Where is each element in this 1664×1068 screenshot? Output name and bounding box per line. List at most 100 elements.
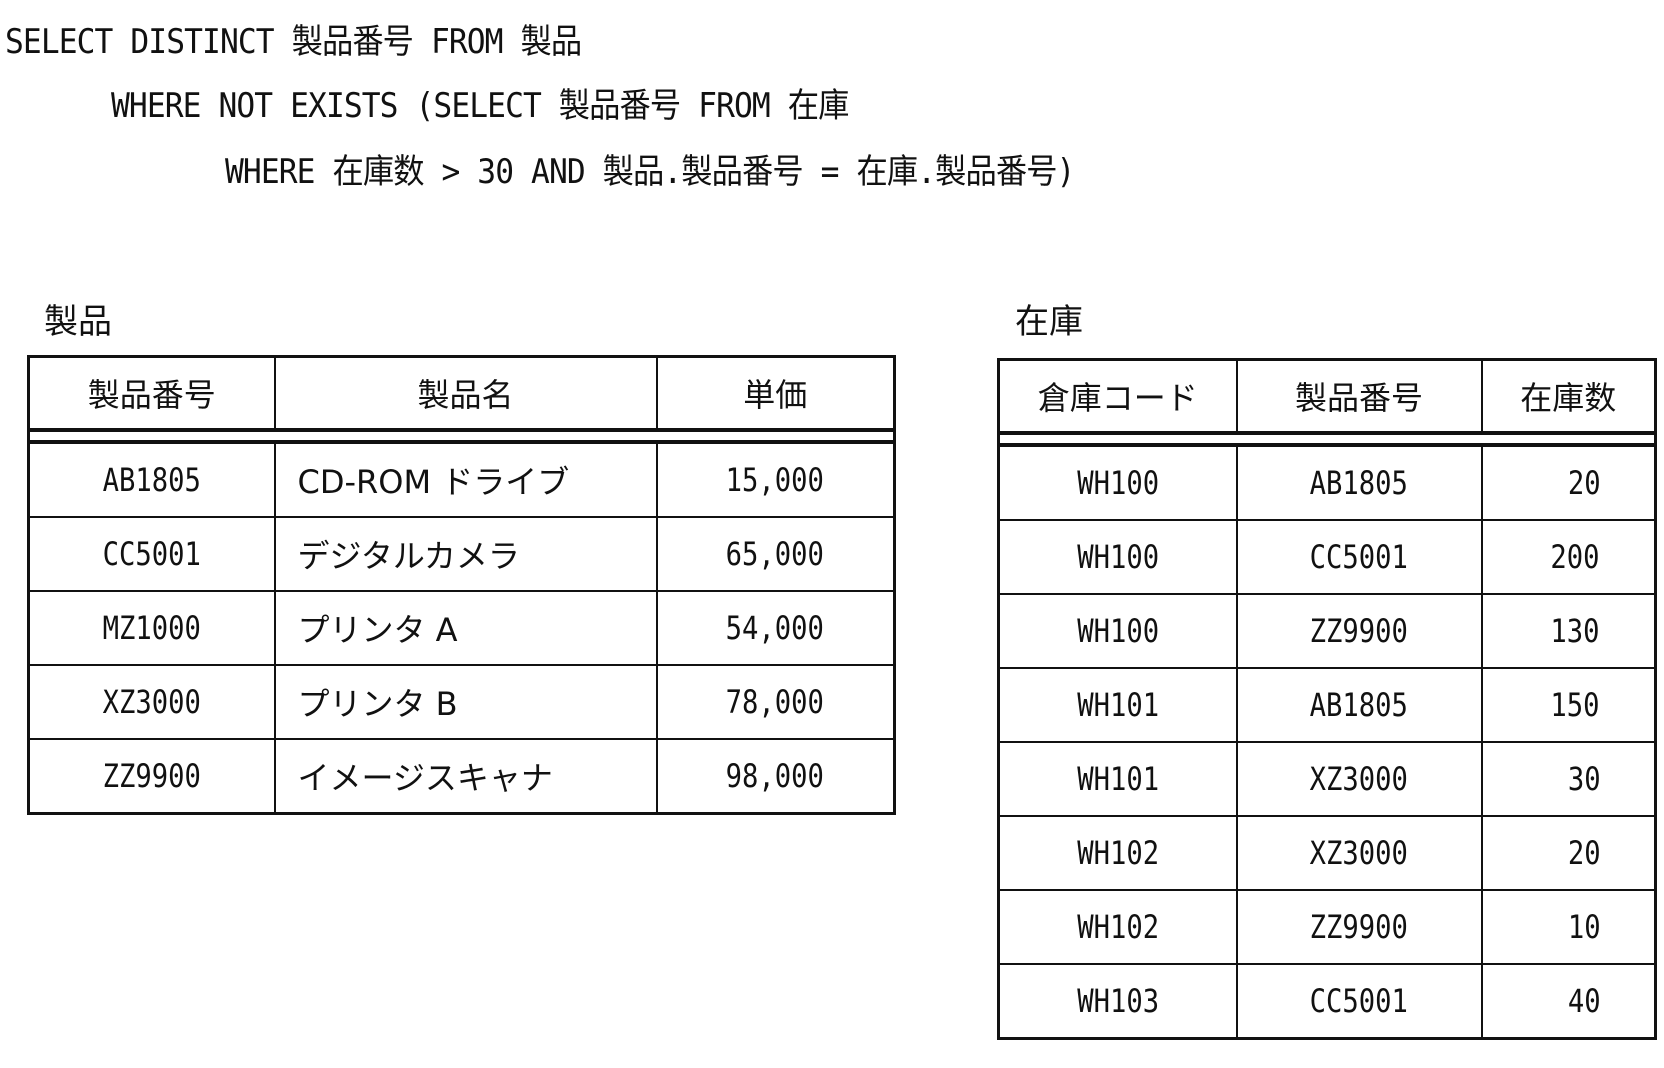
cell-text: 10 <box>1568 908 1602 946</box>
cell-text: AB1805 <box>1309 686 1409 724</box>
stock-cell: 40 <box>1480 963 1657 1040</box>
cell-text: 40 <box>1568 982 1602 1020</box>
cell-text: WH100 <box>1076 612 1159 650</box>
table-row: WH103 CC5001 40 <box>997 963 1657 1040</box>
cell-text: 30 <box>1568 760 1602 798</box>
table-row: WH101 XZ3000 30 <box>997 741 1657 817</box>
cell-text: CD-ROM ドライブ <box>297 463 570 501</box>
products-cell: XZ3000 <box>27 664 276 740</box>
cell-text: デジタルカメラ <box>297 537 520 575</box>
cell-text: 200 <box>1550 538 1600 576</box>
cell-text: WH100 <box>1076 464 1159 502</box>
cell-text: CC5001 <box>1309 538 1409 576</box>
stock-cell: 20 <box>1480 815 1657 891</box>
stock-cell: CC5001 <box>1235 519 1483 595</box>
products-header-cell: 単価 <box>655 355 896 432</box>
cell-text: 130 <box>1550 612 1600 650</box>
cell-text: CC5001 <box>1309 982 1409 1020</box>
products-header-cell: 製品名 <box>273 355 658 432</box>
table-row: WH100 ZZ9900 130 <box>997 593 1657 669</box>
stock-cell: ZZ9900 <box>1235 593 1483 669</box>
products-cell: MZ1000 <box>27 590 276 666</box>
products-cell: イメージスキャナ <box>273 738 658 815</box>
cell-text: 15,000 <box>726 461 825 499</box>
stock-header-cell: 製品番号 <box>1235 358 1483 435</box>
products-cell: 98,000 <box>655 738 896 815</box>
products-cell: プリンタ B <box>273 664 658 740</box>
stock-table-title: 在庫 <box>1015 302 1083 342</box>
stock-cell: 130 <box>1480 593 1657 669</box>
header-double-rule <box>998 433 1656 447</box>
products-cell: ZZ9900 <box>27 738 276 815</box>
stock-cell: WH103 <box>997 963 1238 1040</box>
stock-cell: WH100 <box>997 519 1238 595</box>
stock-cell: ZZ9900 <box>1235 889 1483 965</box>
cell-text: XZ3000 <box>102 683 201 721</box>
stock-cell: XZ3000 <box>1235 741 1483 817</box>
products-cell: CC5001 <box>27 516 276 592</box>
cell-text: 20 <box>1568 464 1602 502</box>
table-row: WH101 AB1805 150 <box>997 667 1657 743</box>
cell-text: 20 <box>1568 834 1602 872</box>
cell-text: XZ3000 <box>1309 834 1409 872</box>
header-double-rule <box>28 430 895 444</box>
products-table: 製品番号 製品名 単価 AB1805 CD-ROM ドライブ 15,000 CC5001 デ… <box>27 355 896 815</box>
products-cell: 65,000 <box>655 516 896 592</box>
stock-cell: 10 <box>1480 889 1657 965</box>
products-cell: プリンタ A <box>273 590 658 666</box>
stock-header-cell: 在庫数 <box>1480 358 1657 435</box>
table-row: ZZ9900 イメージスキャナ 98,000 <box>27 738 896 815</box>
stock-cell: 150 <box>1480 667 1657 743</box>
cell-text: 98,000 <box>726 757 825 795</box>
table-row: WH100 CC5001 200 <box>997 519 1657 595</box>
products-cell: 54,000 <box>655 590 896 666</box>
cell-text: MZ1000 <box>102 609 201 647</box>
cell-text: ZZ9900 <box>102 757 201 795</box>
stock-cell: 200 <box>1480 519 1657 595</box>
cell-text: AB1805 <box>1309 464 1409 502</box>
stock-cell: WH101 <box>997 667 1238 743</box>
cell-text: 78,000 <box>726 683 825 721</box>
cell-text: ZZ9900 <box>1309 612 1409 650</box>
stock-cell: WH102 <box>997 889 1238 965</box>
table-row: WH102 XZ3000 20 <box>997 815 1657 891</box>
stock-cell: WH100 <box>997 444 1238 521</box>
cell-text: ZZ9900 <box>1309 908 1409 946</box>
cell-text: プリンタ B <box>297 685 458 723</box>
cell-text: 150 <box>1550 686 1600 724</box>
products-table-title: 製品 <box>44 302 112 342</box>
table-row: MZ1000 プリンタ A 54,000 <box>27 590 896 666</box>
table-row: XZ3000 プリンタ B 78,000 <box>27 664 896 740</box>
products-header-cell: 製品番号 <box>27 355 276 432</box>
sql-line-1: SELECT DISTINCT 製品番号 FROM 製品 <box>5 22 582 62</box>
cell-text: 65,000 <box>726 535 825 573</box>
cell-text: WH101 <box>1076 686 1159 724</box>
table-row: AB1805 CD-ROM ドライブ 15,000 <box>27 441 896 518</box>
products-cell: デジタルカメラ <box>273 516 658 592</box>
cell-text: XZ3000 <box>1309 760 1409 798</box>
cell-text: WH101 <box>1076 760 1159 798</box>
stock-header-cell: 倉庫コード <box>997 358 1238 435</box>
products-cell: CD-ROM ドライブ <box>273 441 658 518</box>
stock-cell: AB1805 <box>1235 667 1483 743</box>
table-row: CC5001 デジタルカメラ 65,000 <box>27 516 896 592</box>
table-row: WH102 ZZ9900 10 <box>997 889 1657 965</box>
stock-cell: 30 <box>1480 741 1657 817</box>
cell-text: CC5001 <box>102 535 201 573</box>
stock-cell: CC5001 <box>1235 963 1483 1040</box>
table-row: WH100 AB1805 20 <box>997 444 1657 521</box>
cell-text: WH102 <box>1076 834 1159 872</box>
stock-cell: 20 <box>1480 444 1657 521</box>
cell-text: WH103 <box>1076 982 1159 1020</box>
stock-cell: XZ3000 <box>1235 815 1483 891</box>
stock-table: 倉庫コード 製品番号 在庫数 WH100 AB1805 20 WH100 CC5001 200… <box>997 358 1657 1040</box>
stock-cell: WH102 <box>997 815 1238 891</box>
products-cell: 78,000 <box>655 664 896 740</box>
sql-line-3: WHERE 在庫数 > 30 AND 製品.製品番号 = 在庫.製品番号) <box>225 152 1075 192</box>
cell-text: プリンタ A <box>297 611 458 649</box>
products-cell: AB1805 <box>27 441 276 518</box>
stock-cell: AB1805 <box>1235 444 1483 521</box>
cell-text: WH100 <box>1076 538 1159 576</box>
sql-line-2: WHERE NOT EXISTS (SELECT 製品番号 FROM 在庫 <box>111 86 849 126</box>
cell-text: 54,000 <box>726 609 825 647</box>
